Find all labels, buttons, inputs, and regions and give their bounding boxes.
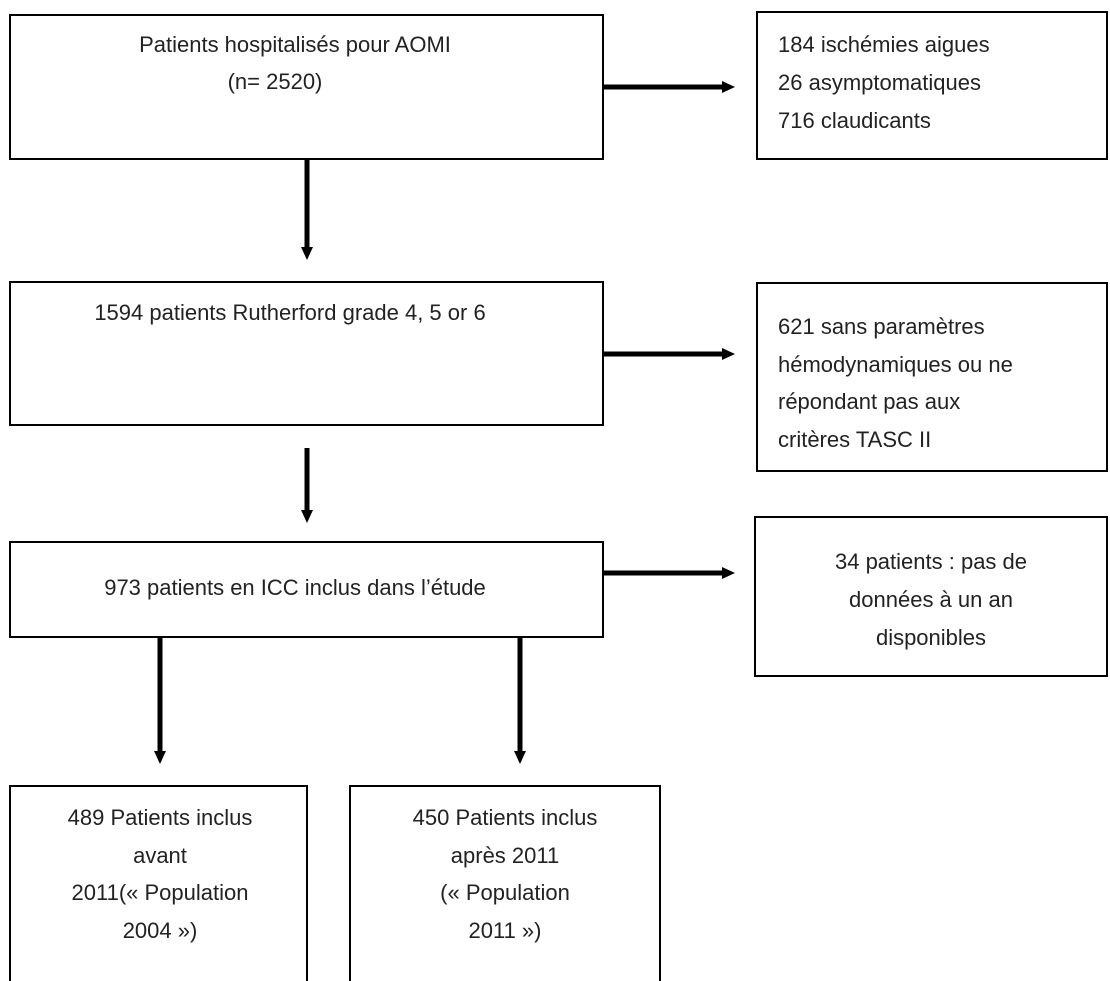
node-text: 489 Patients inclus [68,805,253,830]
node-text: données à un an [849,587,1013,612]
box [756,11,1108,160]
box [754,516,1108,677]
node-text: 2011 ») [469,918,542,943]
node-text: 2011(« Population [72,880,249,905]
box [756,282,1108,472]
node-text: 184 ischémies aigues [778,32,990,57]
node-text: critères TASC II [778,427,931,452]
box [349,785,661,981]
node-text: 26 asymptomatiques [778,70,981,95]
arrow [301,448,313,523]
node-text: hémodynamiques ou ne [778,352,1013,377]
arrow [301,159,313,260]
node-text: après 2011 [451,843,559,868]
box [9,281,604,426]
box [9,785,308,981]
box [9,541,604,638]
node-text: 621 sans paramètres [778,314,985,339]
node-text: 716 claudicants [778,108,931,133]
arrow [603,348,735,360]
node-text: répondant pas aux [778,389,960,414]
node-text: 2004 ») [123,918,198,943]
node-text: 1594 patients Rutherford grade 4, 5 or 6 [94,300,485,325]
node-text: (« Population [440,880,570,905]
node-text: 450 Patients inclus [413,805,598,830]
node-text: disponibles [876,625,986,650]
node-text: Patients hospitalisés pour AOMI [139,32,451,57]
node-text: (n= 2520) [228,69,323,94]
node-text: 973 patients en ICC inclus dans l’étude [104,575,486,600]
arrow [514,637,526,764]
arrow [603,81,735,93]
arrow [154,637,166,764]
box [9,14,604,160]
node-text: 34 patients : pas de [835,549,1027,574]
node-text: avant [133,843,187,868]
arrow [603,567,735,579]
